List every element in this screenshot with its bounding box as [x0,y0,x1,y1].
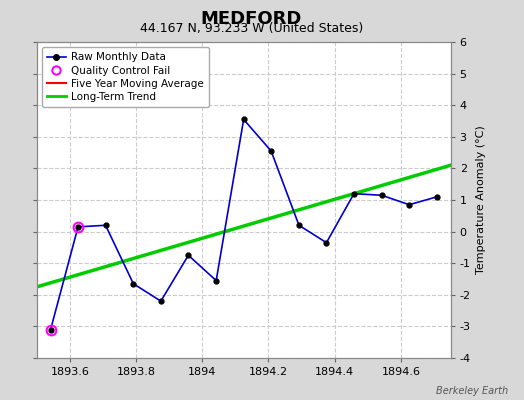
Legend: Raw Monthly Data, Quality Control Fail, Five Year Moving Average, Long-Term Tren: Raw Monthly Data, Quality Control Fail, … [42,47,209,107]
Y-axis label: Temperature Anomaly (°C): Temperature Anomaly (°C) [476,126,486,274]
Text: MEDFORD: MEDFORD [201,10,302,28]
Text: 44.167 N, 93.233 W (United States): 44.167 N, 93.233 W (United States) [140,22,363,35]
Text: Berkeley Earth: Berkeley Earth [436,386,508,396]
